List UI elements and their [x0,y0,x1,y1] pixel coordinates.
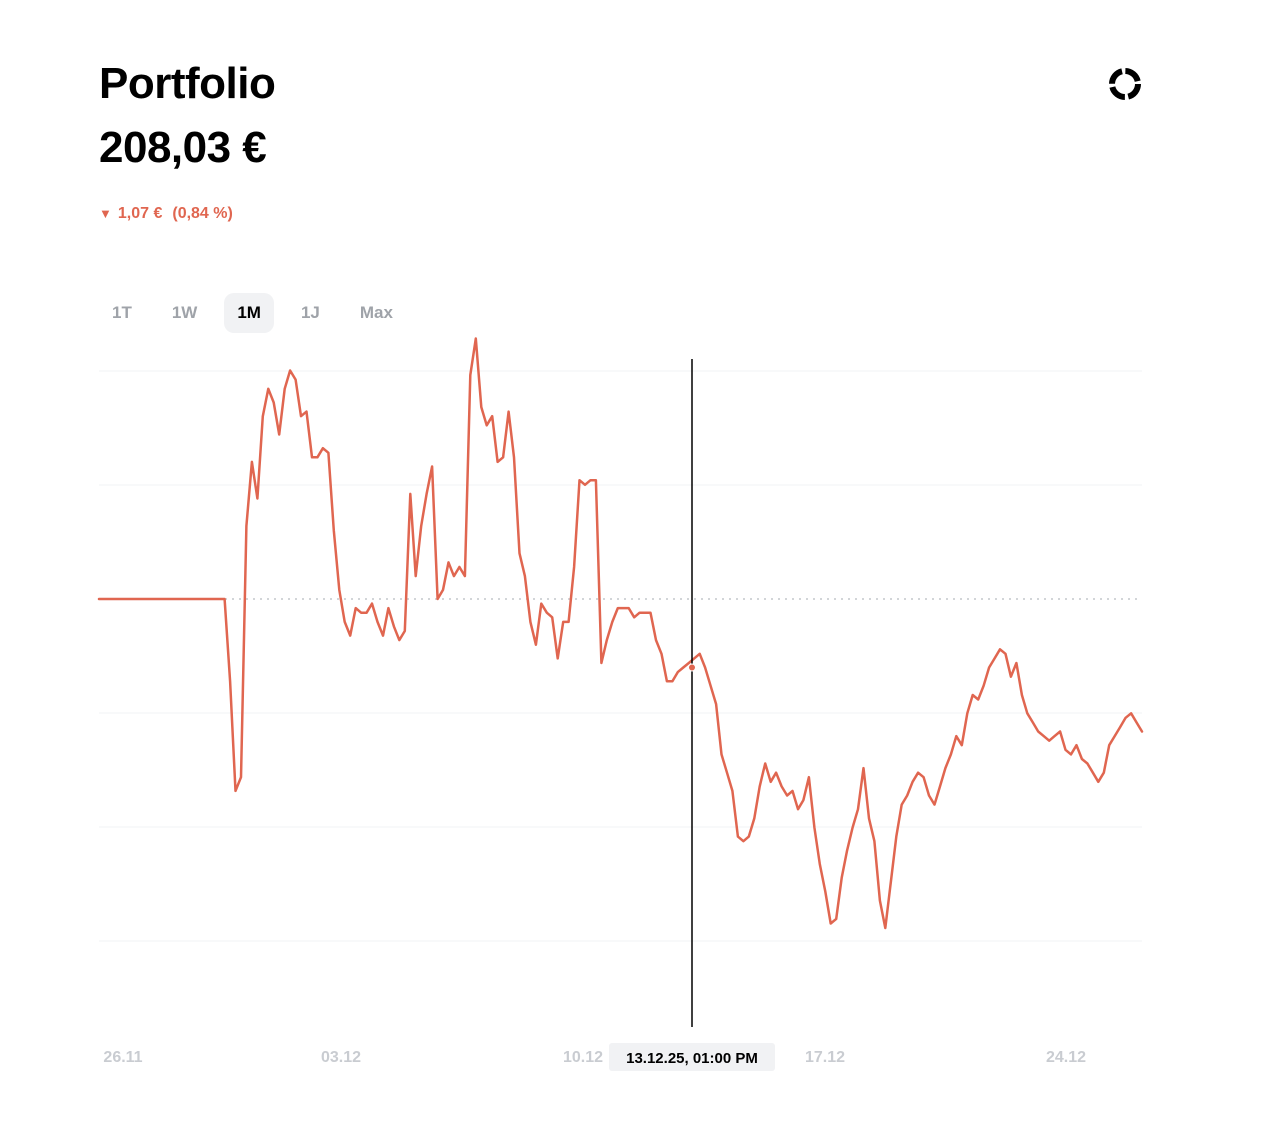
tab-1m[interactable]: 1M [224,293,274,333]
time-range-tabs: 1T 1W 1M 1J Max [99,293,420,333]
change-amount: 1,07 € [117,205,163,222]
hover-label-background [609,1043,775,1071]
down-triangle-icon: ▼ [99,206,112,221]
value-change: ▼ 1,07 € (0,84 %) [99,204,233,224]
hover-date-label: 13.12.25, 01:00 PM [626,1050,758,1067]
change-percent: (0,84 %) [172,205,233,222]
series-line [97,337,1144,930]
x-tick-label: 26.11 [103,1049,142,1066]
portfolio-value: 208,03 € [99,123,267,172]
tab-1w[interactable]: 1W [171,303,198,322]
x-tick-label: 10.12 [563,1049,603,1066]
hover-point [688,663,696,672]
tab-1j[interactable]: 1J [300,303,320,322]
tab-max[interactable]: Max [359,303,393,322]
tab-1t[interactable]: 1T [112,303,132,322]
page-title: Portfolio [99,59,276,108]
x-tick-label: 03.12 [321,1049,361,1066]
x-tick-label: 24.12 [1046,1049,1086,1066]
donut-chart-icon [1109,68,1141,100]
allocation-toggle-button[interactable] [1106,65,1144,103]
x-tick-label: 17.12 [805,1049,845,1066]
